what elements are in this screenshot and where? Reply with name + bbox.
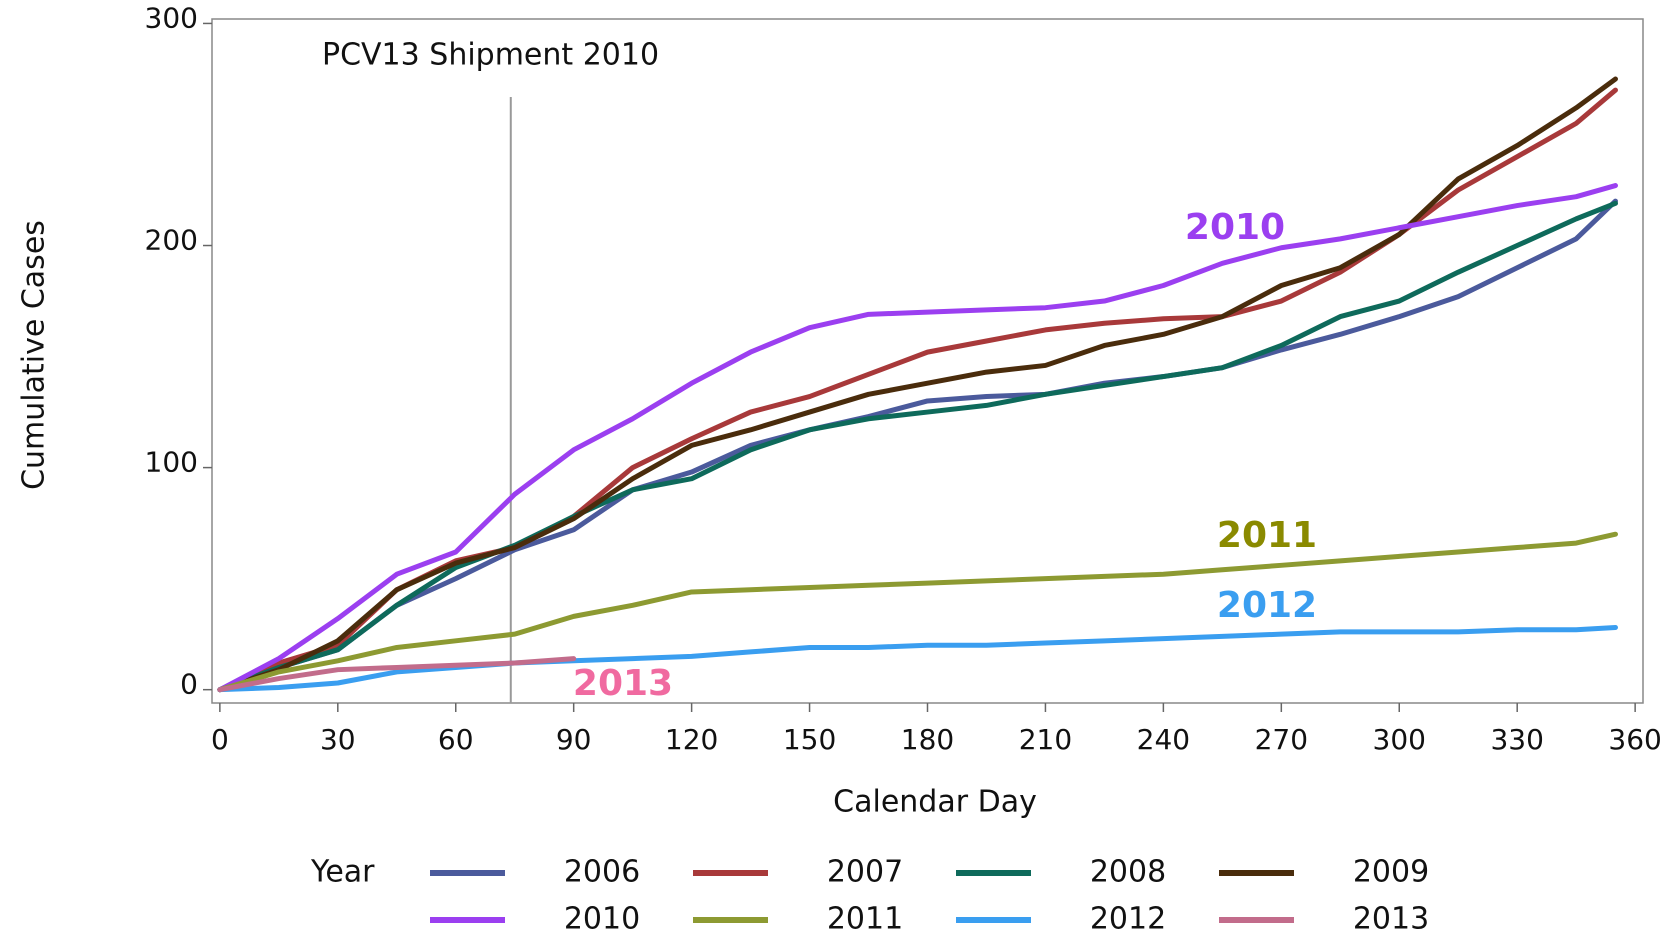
x-tick-label: 240 — [1137, 723, 1190, 756]
series-line — [217, 183, 1618, 693]
series-line — [217, 87, 1618, 693]
legend-title: Year — [310, 855, 375, 890]
series-annotation: 2012 — [1217, 585, 1317, 626]
series-annotation: 2010 — [1185, 207, 1285, 248]
x-tick-label: 120 — [665, 723, 718, 756]
legend-label: 2009 — [1353, 855, 1429, 890]
legend-label: 2011 — [827, 902, 903, 937]
x-tick-label: 30 — [320, 723, 356, 756]
series-annotation: 2013 — [573, 663, 673, 704]
y-axis-title: Cumulative Cases — [17, 220, 52, 490]
x-tick-label: 60 — [438, 723, 474, 756]
series-line — [217, 656, 577, 693]
series-annotation: 2011 — [1217, 515, 1317, 556]
series-line — [217, 200, 1618, 693]
x-tick-label: 0 — [211, 723, 229, 756]
x-tick-label: 330 — [1490, 723, 1543, 756]
plot-frame — [211, 18, 1644, 704]
x-tick-label: 300 — [1373, 723, 1426, 756]
x-tick-label: 270 — [1255, 723, 1308, 756]
legend-label: 2006 — [564, 855, 640, 890]
y-tick-label: 200 — [145, 224, 198, 257]
x-tick-label: 150 — [783, 723, 836, 756]
x-tick-label: 90 — [556, 723, 592, 756]
y-tick-label: 300 — [145, 1, 198, 34]
legend-label: 2008 — [1090, 855, 1166, 890]
reference-label: PCV13 Shipment 2010 — [322, 38, 659, 73]
legend-label: 2010 — [564, 902, 640, 937]
series-line — [217, 198, 1618, 693]
series-line — [217, 76, 1618, 693]
series-line — [217, 531, 1618, 693]
y-tick-label: 100 — [145, 446, 198, 479]
legend-label: 2012 — [1090, 902, 1166, 937]
x-tick-label: 210 — [1019, 723, 1072, 756]
y-tick-label: 0 — [180, 668, 198, 701]
x-tick-label: 360 — [1608, 723, 1661, 756]
legend-label: 2007 — [827, 855, 903, 890]
x-tick-label: 180 — [901, 723, 954, 756]
x-axis-title: Calendar Day — [833, 785, 1037, 820]
legend-label: 2013 — [1353, 902, 1429, 937]
series-line — [217, 624, 1618, 693]
